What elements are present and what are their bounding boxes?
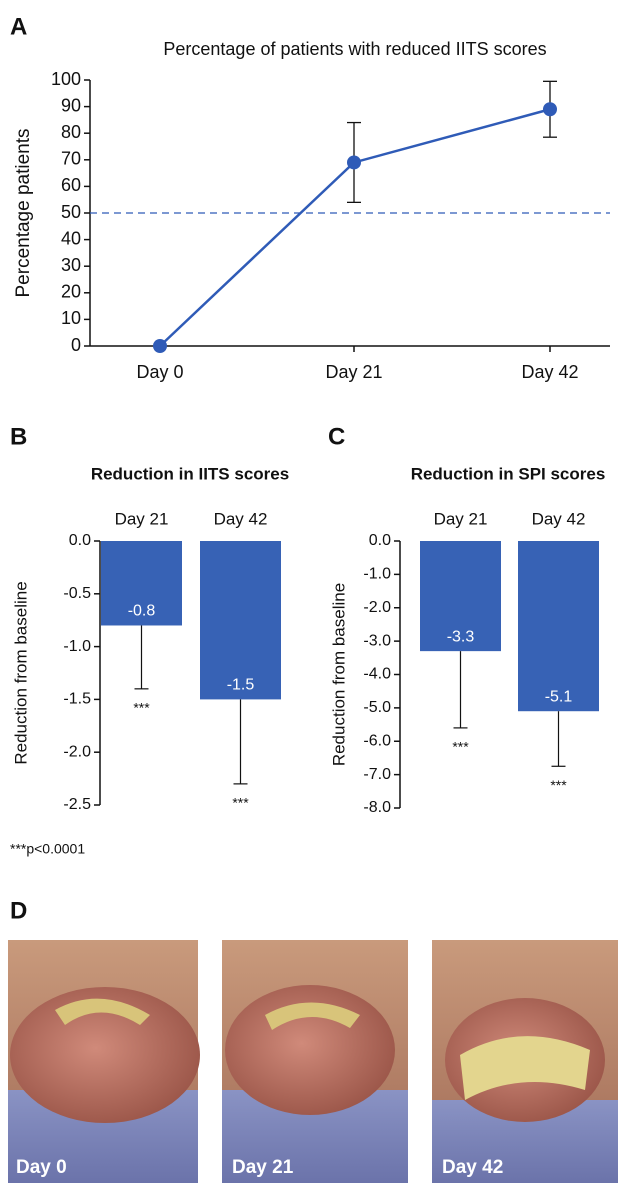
value-label: -0.8 — [128, 603, 156, 620]
y-tick-label: -5.0 — [363, 699, 391, 716]
x-tick-label: Day 21 — [115, 509, 169, 528]
y-tick-label: -2.0 — [63, 743, 91, 760]
significance-label: *** — [452, 739, 469, 755]
y-tick-label: 60 — [61, 175, 81, 195]
marker — [543, 102, 557, 117]
panel-letter: A — [10, 13, 27, 40]
y-tick-label: 0.0 — [69, 532, 91, 549]
y-tick-label: 90 — [61, 95, 81, 115]
y-axis-label: Percentage patients — [13, 128, 34, 297]
photo-label: Day 0 — [16, 1157, 67, 1178]
photo-label: Day 21 — [232, 1157, 294, 1178]
y-tick-label: 70 — [61, 149, 81, 169]
panel-letter: C — [328, 423, 345, 450]
x-tick-label: Day 42 — [532, 509, 586, 528]
y-axis-label: Reduction from baseline — [329, 583, 348, 766]
y-tick-label: -0.5 — [63, 585, 91, 602]
y-tick-label: -1.0 — [63, 638, 91, 655]
footnote: ***p<0.0001 — [10, 841, 85, 857]
value-label: -5.1 — [545, 688, 573, 705]
y-tick-label: -4.0 — [363, 666, 391, 683]
marker — [347, 155, 361, 170]
chart-title: Reduction in IITS scores — [91, 464, 289, 483]
y-tick-label: -2.0 — [363, 599, 391, 616]
significance-label: *** — [232, 795, 249, 811]
y-tick-label: -1.5 — [63, 691, 91, 708]
y-tick-label: 40 — [61, 228, 81, 248]
photo — [222, 940, 408, 1183]
y-tick-label: 80 — [61, 122, 81, 142]
y-tick-label: 30 — [61, 255, 81, 275]
bar — [200, 541, 281, 700]
y-tick-label: 0.0 — [369, 532, 391, 549]
y-tick-label: -7.0 — [363, 766, 391, 783]
photo-label: Day 42 — [442, 1157, 503, 1178]
y-tick-label: -6.0 — [363, 732, 391, 749]
panel-letter: B — [10, 423, 27, 450]
significance-label: *** — [550, 777, 567, 793]
chart-title: Reduction in SPI scores — [411, 464, 606, 483]
x-tick-label: Day 21 — [325, 362, 382, 382]
panel-letter: D — [10, 897, 27, 924]
chart-title: Percentage of patients with reduced IITS… — [163, 39, 546, 59]
x-tick-label: Day 42 — [521, 362, 578, 382]
x-tick-label: Day 42 — [214, 509, 268, 528]
y-tick-label: 20 — [61, 282, 81, 302]
y-tick-label: 100 — [51, 69, 81, 89]
y-tick-label: -1.0 — [363, 566, 391, 583]
y-tick-label: -2.5 — [63, 796, 91, 813]
value-label: -1.5 — [227, 677, 255, 694]
significance-label: *** — [133, 700, 150, 716]
y-tick-label: 50 — [61, 202, 81, 222]
y-tick-label: -3.0 — [363, 632, 391, 649]
line — [159, 108, 551, 347]
bar — [101, 541, 182, 626]
bar — [420, 541, 501, 652]
x-tick-label: Day 0 — [136, 362, 183, 382]
y-tick-label: 0 — [71, 335, 81, 355]
marker — [153, 339, 167, 353]
bar — [518, 541, 599, 712]
y-tick-label: -8.0 — [363, 799, 391, 816]
x-tick-label: Day 21 — [434, 509, 488, 528]
value-label: -3.3 — [447, 628, 475, 645]
photo — [432, 940, 618, 1183]
photo — [8, 940, 200, 1183]
y-tick-label: 10 — [61, 308, 81, 328]
y-axis-label: Reduction from baseline — [11, 581, 30, 764]
